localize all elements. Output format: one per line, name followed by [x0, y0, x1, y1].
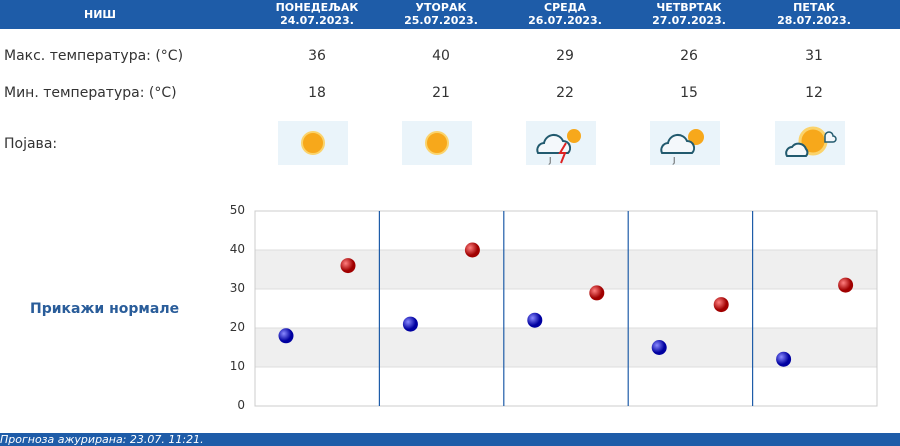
min-temp-value: 15	[680, 85, 698, 101]
day-header: УТОРАК 25.07.2023.	[379, 1, 503, 27]
day-name: ЧЕТВРТАК	[656, 1, 722, 14]
grid-band	[255, 367, 877, 406]
day-name: УТОРАК	[415, 1, 467, 14]
city-name: НИШ	[83, 8, 116, 21]
min-temp-point	[651, 340, 667, 355]
min-temp-point	[527, 312, 543, 328]
min-temp-value: 22	[556, 85, 574, 101]
max-temp-point	[838, 277, 854, 293]
max-temp-label: Макс. температура: (°C)	[4, 48, 184, 64]
show-normals-link[interactable]: Прикажи нормале	[30, 301, 180, 317]
grid-band	[255, 289, 877, 328]
min-temp-point	[278, 328, 294, 344]
max-temp-value: 29	[556, 48, 574, 64]
footer-updated: Прогноза ажурирана: 23.07. 11:21.	[0, 433, 900, 446]
day-name: ПОНЕДЕЉАК	[275, 1, 359, 14]
y-tick-label: 50	[229, 203, 245, 217]
max-temp-point	[340, 258, 356, 274]
min-temp-label: Мин. температура: (°C)	[4, 85, 177, 101]
header-bar: НИШ ПОНЕДЕЉАК 24.07.2023. УТОРАК 25.07.2023…	[0, 0, 900, 29]
min-temp-point	[776, 351, 792, 367]
max-temp-point	[589, 285, 605, 301]
max-temp-value: 36	[308, 48, 326, 64]
y-tick-label: 10	[229, 359, 245, 373]
day-header: ПОНЕДЕЉАК 24.07.2023.	[255, 1, 379, 27]
day-date: 28.07.2023.	[777, 14, 851, 27]
partly-cloudy-rain-icon: J	[650, 121, 721, 165]
phenomenon-label: Појава:	[4, 136, 58, 152]
min-temp-value: 21	[432, 85, 450, 101]
grid-band	[255, 328, 877, 367]
max-temp-point	[464, 242, 480, 258]
max-temp-value: 31	[805, 48, 823, 64]
day-header: СРЕДА 26.07.2023.	[503, 1, 627, 27]
svg-text:J: J	[548, 156, 551, 165]
sunny-icon	[402, 121, 473, 165]
day-date: 26.07.2023.	[528, 14, 602, 27]
y-tick-label: 40	[229, 242, 245, 256]
day-date: 25.07.2023.	[404, 14, 478, 27]
day-date: 27.07.2023.	[652, 14, 726, 27]
day-header: ПЕТАК 28.07.2023.	[752, 1, 876, 27]
max-temp-point	[713, 297, 729, 313]
grid-band	[255, 250, 877, 289]
y-tick-label: 30	[229, 281, 245, 295]
day-name: СРЕДА	[544, 1, 586, 14]
min-temp-value: 12	[805, 85, 823, 101]
max-temp-value: 26	[680, 48, 698, 64]
thunderstorm-icon: J	[526, 121, 597, 165]
grid-band	[255, 211, 877, 250]
min-temp-value: 18	[308, 85, 326, 101]
plot-border	[254, 210, 878, 407]
y-tick-label: 20	[229, 320, 245, 334]
partly-sunny-icon	[775, 121, 846, 165]
y-tick-label: 0	[237, 398, 245, 412]
sunny-icon	[278, 121, 349, 165]
svg-text:J: J	[672, 156, 675, 165]
day-header: ЧЕТВРТАК 27.07.2023.	[627, 1, 751, 27]
min-temp-point	[402, 316, 418, 332]
day-date: 24.07.2023.	[280, 14, 354, 27]
day-name: ПЕТАК	[793, 1, 835, 14]
max-temp-value: 40	[432, 48, 450, 64]
